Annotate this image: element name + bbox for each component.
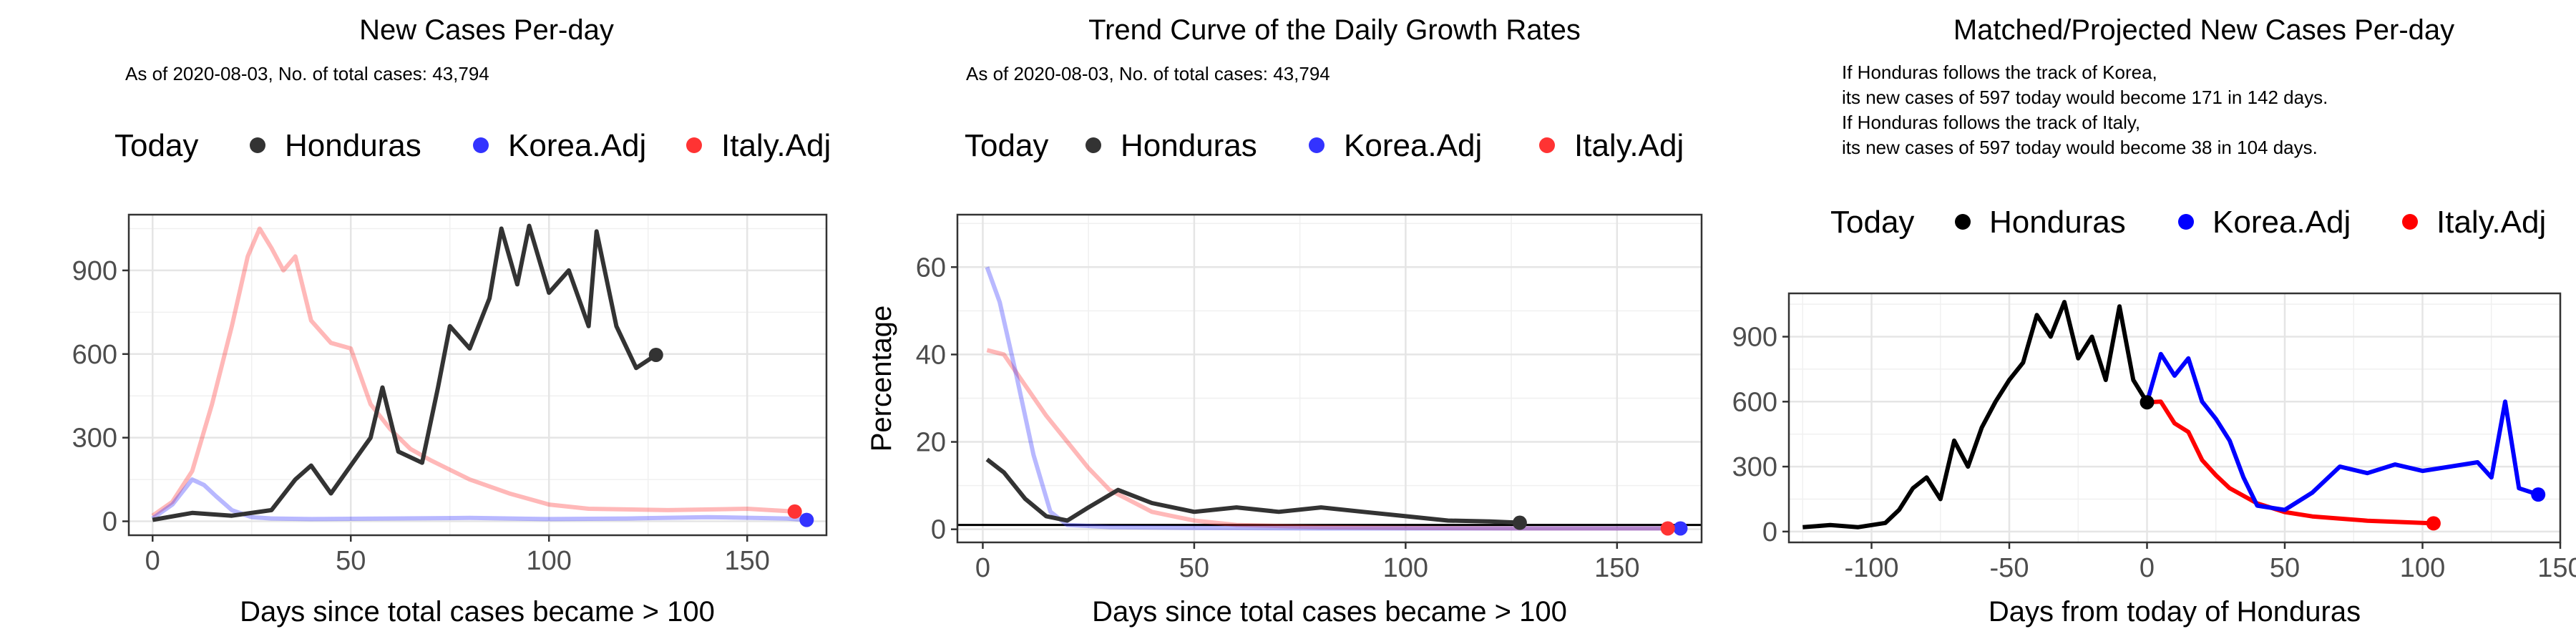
y-tick-label: 900 bbox=[1732, 323, 1777, 353]
series-line-honduras bbox=[1802, 300, 2150, 530]
y-tick-label: 60 bbox=[916, 253, 946, 283]
legend: Today Honduras Korea.Adj Italy.Adj bbox=[1830, 205, 2546, 240]
chart-subtitle-line-1: If Honduras follows the track of Korea, bbox=[1842, 62, 2157, 83]
plot-background bbox=[957, 215, 1702, 542]
legend-label-honduras: Honduras bbox=[1121, 128, 1257, 163]
legend-key-italy bbox=[2402, 214, 2418, 230]
series-line-honduras bbox=[985, 457, 1521, 525]
chart-new-cases: New Cases Per-day As of 2020-08-03, No. … bbox=[72, 14, 831, 628]
legend-title: Today bbox=[114, 128, 198, 163]
y-tick-label: 600 bbox=[72, 340, 117, 370]
chart-subtitle-line-2: its new cases of 597 today would become … bbox=[1842, 87, 2328, 108]
x-tick-label: -100 bbox=[1844, 553, 1898, 583]
x-tick-label: 100 bbox=[527, 546, 572, 576]
plot-area: -100 -50 0 50 100 150 0 300 600 900 bbox=[1732, 292, 2576, 583]
today-point-honduras bbox=[648, 347, 663, 362]
chart-subtitle: As of 2020-08-03, No. of total cases: 43… bbox=[125, 63, 489, 84]
y-tick-label: 600 bbox=[1732, 387, 1777, 417]
y-tick-label: 300 bbox=[1732, 452, 1777, 482]
chart-subtitle-line-3: If Honduras follows the track of Italy, bbox=[1842, 112, 2140, 133]
plot-border bbox=[127, 213, 828, 537]
legend-key-honduras bbox=[1955, 214, 1971, 230]
panel-growth-rates: Trend Curve of the Daily Growth Rates As… bbox=[859, 0, 1717, 644]
legend-key-korea bbox=[1309, 137, 1324, 153]
x-tick-label: 0 bbox=[145, 546, 160, 576]
legend-title: Today bbox=[965, 128, 1048, 163]
today-point-italy-adj bbox=[1660, 521, 1675, 536]
today-point-italy-adj bbox=[787, 504, 802, 519]
legend-label-honduras: Honduras bbox=[285, 128, 421, 163]
legend-label-italy: Italy.Adj bbox=[1574, 128, 1684, 163]
plot-area: 0 50 100 150 0 20 40 60 bbox=[916, 213, 1703, 583]
legend-label-italy: Italy.Adj bbox=[721, 128, 831, 163]
legend-key-honduras bbox=[250, 137, 265, 153]
chart-growth-rates: Trend Curve of the Daily Growth Rates As… bbox=[866, 14, 1703, 628]
x-tick-label: 0 bbox=[2140, 553, 2155, 583]
y-tick-label: 0 bbox=[931, 515, 946, 545]
legend-label-honduras: Honduras bbox=[1989, 205, 2126, 240]
x-tick-label: 150 bbox=[1594, 553, 1639, 583]
x-tick-label: 150 bbox=[2537, 553, 2576, 583]
legend: Today Honduras Korea.Adj Italy.Adj bbox=[114, 128, 831, 163]
today-point-korea-adj bbox=[799, 512, 814, 527]
chart-title: New Cases Per-day bbox=[359, 14, 614, 46]
legend-title: Today bbox=[1830, 205, 1914, 240]
series-line-korea-adj bbox=[2145, 351, 2540, 512]
plot-background bbox=[129, 215, 826, 535]
plot-area: 0 50 100 150 0 300 600 900 bbox=[72, 213, 828, 576]
y-axis-label: Percentage bbox=[866, 306, 897, 452]
series-line-italy-adj bbox=[151, 226, 795, 518]
chart-title: Matched/Projected New Cases Per-day bbox=[1953, 14, 2454, 46]
plot-border bbox=[956, 213, 1703, 544]
x-tick-label: 50 bbox=[336, 546, 366, 576]
x-tick-label: 50 bbox=[2270, 553, 2300, 583]
legend-key-italy bbox=[686, 137, 702, 153]
today-point-honduras bbox=[1512, 515, 1527, 530]
series-line-korea-adj bbox=[985, 266, 1681, 531]
y-tick-label: 900 bbox=[72, 256, 117, 286]
y-tick-label: 0 bbox=[1762, 517, 1777, 547]
legend-key-korea bbox=[2178, 214, 2194, 230]
legend-label-korea: Korea.Adj bbox=[1344, 128, 1482, 163]
x-axis-label: Days from today of Honduras bbox=[1989, 596, 2361, 628]
today-point-honduras bbox=[2140, 395, 2155, 410]
y-tick-label: 40 bbox=[916, 340, 946, 370]
chart-subtitle: As of 2020-08-03, No. of total cases: 43… bbox=[966, 63, 1330, 84]
legend-key-honduras bbox=[1085, 137, 1101, 153]
y-tick-label: 0 bbox=[102, 507, 117, 537]
x-tick-label: 0 bbox=[975, 553, 990, 583]
chart-projected-cases: Matched/Projected New Cases Per-day If H… bbox=[1732, 14, 2576, 628]
x-tick-label: 100 bbox=[1383, 553, 1428, 583]
x-tick-label: 150 bbox=[725, 546, 770, 576]
x-tick-label: 50 bbox=[1179, 553, 1209, 583]
series-line-korea-adj bbox=[151, 477, 807, 522]
x-axis-label: Days since total cases became > 100 bbox=[240, 596, 715, 628]
x-tick-label: -50 bbox=[1990, 553, 2029, 583]
legend-label-korea: Korea.Adj bbox=[508, 128, 646, 163]
legend-label-italy: Italy.Adj bbox=[2436, 205, 2546, 240]
chart-subtitle-line-4: its new cases of 597 today would become … bbox=[1842, 137, 2318, 158]
today-point-korea-adj bbox=[2531, 487, 2546, 502]
plot-border bbox=[1787, 292, 2562, 544]
plot-background bbox=[1789, 293, 2560, 542]
chart-title: Trend Curve of the Daily Growth Rates bbox=[1088, 14, 1581, 46]
legend-label-korea: Korea.Adj bbox=[2212, 205, 2351, 240]
series-line-italy-adj bbox=[986, 348, 1668, 531]
legend-key-korea bbox=[473, 137, 489, 153]
x-tick-label: 100 bbox=[2400, 553, 2445, 583]
legend: Today Honduras Korea.Adj Italy.Adj bbox=[965, 128, 1684, 163]
today-point-korea-adj bbox=[1673, 521, 1688, 536]
panel-new-cases: New Cases Per-day As of 2020-08-03, No. … bbox=[0, 0, 859, 644]
today-point-italy-adj bbox=[2426, 516, 2441, 531]
y-tick-label: 300 bbox=[72, 424, 117, 454]
series-line-honduras bbox=[152, 223, 658, 522]
legend-key-italy bbox=[1539, 137, 1555, 153]
y-tick-label: 20 bbox=[916, 428, 946, 458]
series-line-italy-adj bbox=[2147, 399, 2434, 526]
x-axis-label: Days since total cases became > 100 bbox=[1092, 596, 1567, 628]
panel-projected-cases: Matched/Projected New Cases Per-day If H… bbox=[1717, 0, 2576, 644]
